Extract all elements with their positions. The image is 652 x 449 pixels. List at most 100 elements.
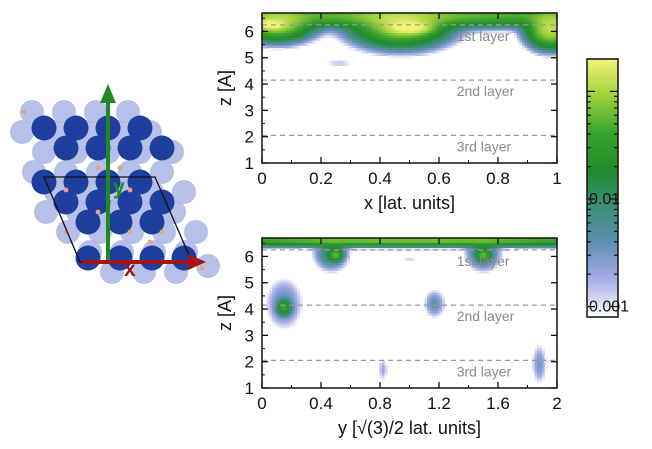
density-cell	[367, 23, 370, 26]
density-cell	[279, 40, 283, 44]
dark-atom	[85, 135, 111, 161]
density-cell	[292, 30, 295, 34]
density-cell	[427, 50, 430, 54]
density-cell	[277, 323, 280, 326]
density-cell	[329, 265, 333, 269]
density-cell	[327, 15, 330, 19]
density-cell	[474, 28, 478, 31]
density-cell	[429, 15, 433, 19]
density-cell	[542, 55, 545, 59]
density-cell	[437, 35, 440, 39]
density-cell	[452, 33, 455, 36]
density-cell	[272, 30, 275, 34]
density-cell	[539, 370, 543, 374]
colorbar-segment	[587, 157, 618, 160]
x-tick-label: 0.8	[486, 169, 510, 188]
density-cell	[342, 35, 345, 39]
density-cell	[469, 258, 473, 261]
density-cell	[269, 313, 273, 316]
density-cell	[424, 18, 428, 21]
density-cell	[327, 258, 330, 261]
density-cell	[472, 28, 475, 31]
density-cell	[309, 30, 313, 34]
density-cell	[379, 20, 383, 24]
density-cell	[362, 45, 365, 49]
density-cell	[399, 238, 403, 241]
density-cell	[289, 240, 293, 244]
density-cell	[362, 48, 365, 51]
density-cell	[492, 240, 495, 244]
adsorbate-atom	[95, 165, 101, 171]
density-cell	[402, 50, 405, 54]
colorbar-segment	[587, 77, 618, 80]
density-cell	[444, 15, 448, 19]
density-cell	[459, 18, 463, 21]
density-cell	[429, 30, 433, 34]
density-cell	[429, 25, 433, 29]
density-cell	[422, 28, 425, 31]
density-cell	[477, 263, 480, 266]
density-cell	[307, 40, 310, 44]
density-cell	[322, 263, 325, 266]
density-cell	[419, 45, 423, 49]
density-cell	[467, 258, 470, 261]
density-cell	[492, 238, 495, 241]
density-cell	[474, 243, 478, 246]
density-cell	[284, 15, 288, 19]
density-cell	[442, 295, 445, 299]
density-cell	[394, 38, 398, 41]
density-cell	[554, 238, 558, 241]
density-cell	[279, 310, 283, 314]
colorbar-segment	[587, 239, 618, 242]
density-cell	[427, 40, 430, 44]
density-cell	[394, 53, 398, 56]
density-cell	[544, 365, 548, 369]
density-cell	[377, 23, 380, 26]
density-cell	[384, 50, 388, 54]
density-cell	[379, 370, 383, 374]
density-cell	[527, 40, 530, 44]
density-cell	[484, 260, 488, 264]
density-cell	[372, 45, 375, 49]
density-cell	[467, 260, 470, 264]
density-cell	[539, 348, 543, 351]
density-cell	[272, 305, 275, 309]
density-cell	[532, 15, 535, 19]
colorbar-gradient	[587, 59, 618, 318]
density-cell	[537, 50, 540, 54]
density-cell	[484, 28, 488, 31]
density-cell	[372, 243, 375, 246]
density-cell	[279, 293, 283, 296]
density-cell	[349, 250, 353, 254]
density-cell	[467, 250, 470, 254]
density-cell	[439, 13, 443, 16]
density-cell	[417, 20, 420, 24]
density-cell	[472, 243, 475, 246]
density-cell	[284, 293, 288, 296]
density-cell	[274, 300, 278, 304]
density-cell	[372, 33, 375, 36]
density-cell	[312, 13, 315, 16]
density-cell	[409, 33, 413, 36]
density-cell	[497, 258, 500, 261]
density-cell	[434, 315, 438, 319]
density-cell	[319, 35, 323, 39]
density-cell	[492, 260, 495, 264]
density-cell	[357, 30, 360, 34]
density-cell	[287, 20, 290, 24]
density-cell	[472, 240, 475, 244]
density-cell	[462, 240, 465, 244]
density-cell	[474, 250, 478, 254]
density-cell	[287, 310, 290, 314]
density-cell	[409, 243, 413, 246]
density-cell	[517, 33, 520, 36]
density-cell	[319, 25, 323, 29]
density-cell	[474, 18, 478, 21]
density-cell	[414, 40, 418, 44]
density-cell	[482, 28, 485, 31]
density-cell	[324, 270, 328, 274]
density-cell	[407, 35, 410, 39]
density-cell	[542, 363, 545, 366]
density-cell	[427, 43, 430, 46]
density-cell	[517, 25, 520, 29]
